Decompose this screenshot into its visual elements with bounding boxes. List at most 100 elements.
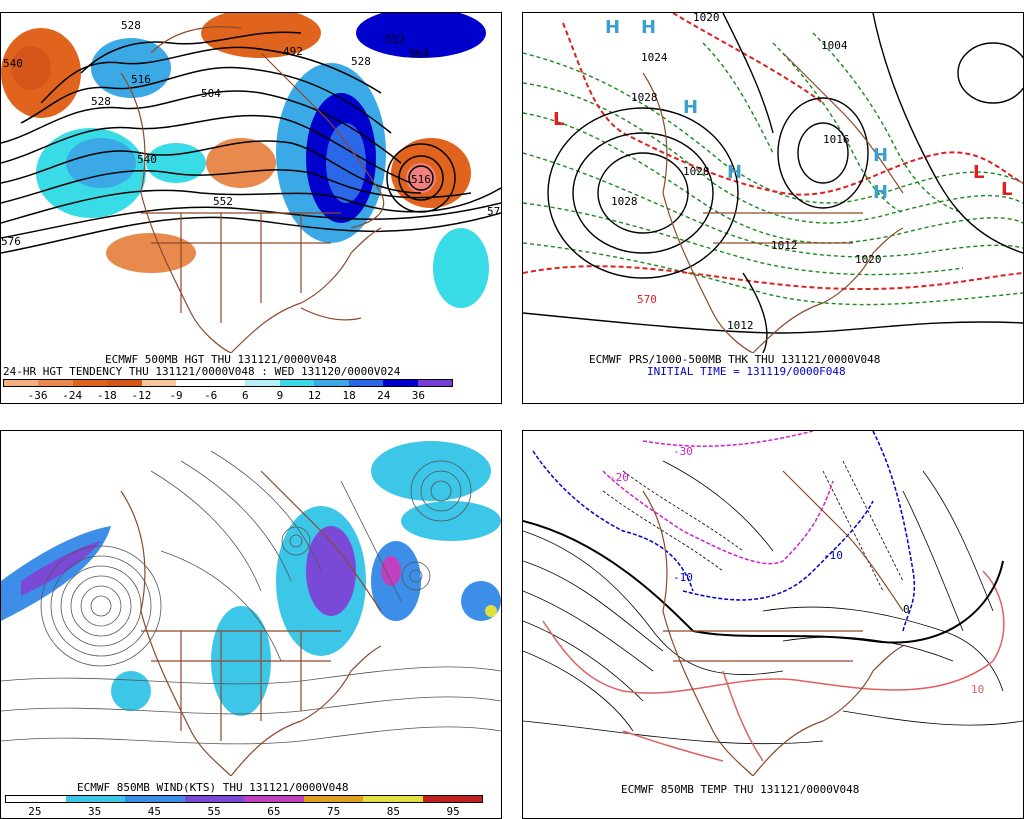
scale-label: -6 [204,389,218,402]
contour-label: 552 [213,195,233,208]
wind-speed-fills [1,441,501,716]
isobar-label: 1024 [641,51,668,64]
isobar-label: 1020 [693,13,720,24]
isobars [523,13,1023,353]
isobar-label: 1016 [823,133,850,146]
caption-line-2: 24-HR HGT TENDENCY THU 131121/0000V048 :… [3,365,401,378]
low-pressure-center: L [973,162,984,183]
scale-swatch [141,380,177,386]
scale-swatch [72,380,108,386]
high-pressure-center: H [873,182,888,203]
panel-mslp-thickness: 1020 1024 1028 1028 1004 1028 1012 1020 … [522,12,1024,404]
streamlines [1,450,501,745]
scale-swatch [65,796,125,802]
wind-color-scale [5,795,483,803]
scale-swatch [314,380,349,386]
isobar-label: 1012 [727,319,754,332]
zero-isotherm [523,520,1004,644]
scale-label: 65 [267,805,281,818]
contour-label: 528 [351,55,371,68]
contour-label: 516 [411,173,431,186]
panel-850mb-wind: ECMWF 850MB WIND(KTS) THU 131121/0000V04… [0,430,502,819]
contour-label: 564 [409,47,429,60]
scale-swatch [279,380,315,386]
coastlines [642,470,904,776]
map-850mb-temp: -30 -20 -10 -10 0 10 [523,431,1023,776]
isobar-label: 1012 [771,239,798,252]
contour-label: 516 [131,73,151,86]
scale-swatch [4,380,39,386]
scale-swatch [244,796,304,802]
scale-label: -24 [62,389,83,402]
freezing-lines [532,431,916,632]
map-500mb-height: 528 540 516 528 504 492 528 552 564 540 … [1,13,501,353]
scale-label: 95 [446,805,460,818]
scale-label: 75 [327,805,341,818]
isobar-label: 1020 [855,253,882,266]
warm-temp-lines [542,570,1005,762]
scale-swatch [210,380,246,386]
map-850mb-wind [1,441,501,776]
scale-label: 6 [241,389,249,402]
scale-swatch [176,380,211,386]
high-pressure-center: H [873,145,888,166]
thickness-570-line [523,13,1023,291]
isobar-label: 1028 [631,91,658,104]
contour-label: 576 [1,235,21,248]
scale-label: 45 [147,805,161,818]
scale-swatch [38,380,73,386]
scale-swatch [245,380,280,386]
tendency-scale-labels: -36 -24 -18 -12 -9 -6 6 9 12 18 24 36 [3,389,453,403]
scale-swatch [125,796,185,802]
high-pressure-center: H [641,17,656,38]
contour-labels: 528 540 516 528 504 492 528 552 564 540 … [1,19,501,248]
scale-label: 85 [386,805,400,818]
contour-label: 492 [283,45,303,58]
contour-label: 540 [3,57,23,70]
temp-labels: -30 -20 -10 -10 0 10 [609,445,984,696]
caption-line-1: ECMWF 500MB HGT THU 131121/0000V048 [105,353,337,366]
temp-label: -10 [673,571,693,584]
isobar-label: 1004 [821,39,848,52]
tendency-fills [1,13,489,308]
scale-swatch [184,796,244,802]
caption-line-1: ECMWF 850MB TEMP THU 131121/0000V048 [621,783,860,796]
scale-label: 12 [307,389,322,402]
scale-label: -9 [169,389,183,402]
temp-label: 0 [903,603,910,616]
high-pressure-center: H [683,97,698,118]
contour-label: 528 [91,95,111,108]
caption-line-1: ECMWF PRS/1000-500MB THK THU 131121/0000… [589,353,881,366]
thickness-label: 570 [637,293,657,306]
temp-label: -10 [823,549,843,562]
isobar-label: 1028 [683,165,710,178]
scale-label: 24 [377,389,391,402]
scale-label: -18 [96,389,117,402]
scale-swatch [383,380,418,386]
contour-label: 528 [121,19,141,32]
panel-850mb-temp: -30 -20 -10 -10 0 10 ECMWF 850MB TEMP TH… [522,430,1024,819]
scale-label: 36 [411,389,425,402]
temp-label: -30 [673,445,693,458]
scale-label: 35 [88,805,102,818]
scale-label: -36 [27,389,48,402]
scale-label: 9 [276,389,284,402]
caption-line-1: ECMWF 850MB WIND(KTS) THU 131121/0000V04… [77,781,349,794]
pressure-centers: H H H H H H L L L [553,17,1012,203]
wind-scale-labels: 25 35 45 55 65 75 85 95 [5,805,483,818]
thickness-contours [523,32,1023,306]
contour-label: 504 [201,87,221,100]
coastlines [120,470,382,776]
scale-swatch [107,380,142,386]
scale-swatch [363,796,423,802]
low-pressure-center: L [1001,179,1012,200]
high-pressure-center: H [605,17,620,38]
scale-label: 18 [342,389,356,402]
isobar-labels: 1020 1024 1028 1028 1004 1028 1012 1020 … [611,13,882,332]
scale-label: 55 [207,805,221,818]
scale-swatch [348,380,384,386]
temp-contours [523,460,1023,745]
isobar-label: 1028 [611,195,638,208]
height-contours [1,31,501,254]
scale-swatch [417,380,453,386]
